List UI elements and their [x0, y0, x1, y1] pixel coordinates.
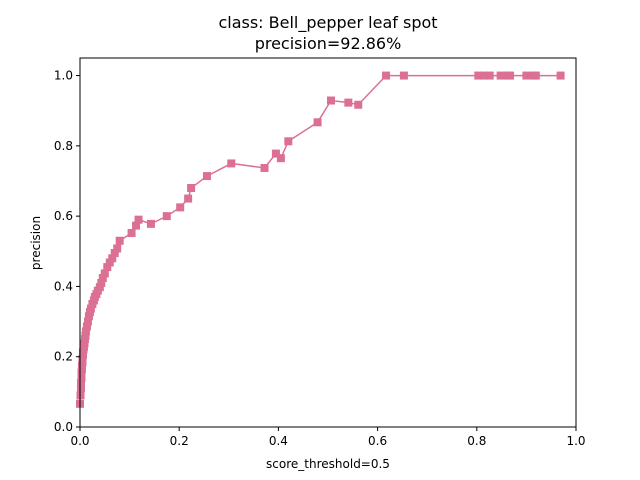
data-point-marker [522, 71, 531, 80]
data-point-marker [146, 219, 155, 228]
data-point-marker [326, 96, 335, 105]
x-tick-label: 0.8 [467, 434, 486, 448]
data-point-marker [496, 71, 505, 80]
axes-frame [79, 57, 577, 428]
data-point-marker [113, 244, 122, 253]
y-axis-label: precision [29, 216, 43, 270]
data-point-marker [76, 384, 85, 393]
data-point-marker [76, 379, 85, 388]
x-axis-label: score_threshold=0.5 [266, 457, 390, 471]
data-point-marker [382, 71, 391, 80]
data-point-marker [176, 203, 185, 212]
x-tick-label: 1.0 [566, 434, 585, 448]
data-point-marker [127, 229, 136, 238]
y-axis-ticks: 0.0 0.2 0.4 0.6 0.8 1.0 [54, 69, 80, 434]
chart-title-line-1: class: Bell_pepper leaf spot [218, 13, 437, 33]
y-tick-label: 0.6 [54, 209, 73, 223]
data-point-marker [77, 373, 86, 382]
data-point-marker [485, 71, 494, 80]
data-point-marker [81, 327, 90, 336]
y-tick-label: 1.0 [54, 69, 73, 83]
y-tick-label: 0.8 [54, 139, 73, 153]
data-point-marker [480, 71, 489, 80]
y-tick-label: 0.0 [54, 420, 73, 434]
data-point-marker [271, 149, 280, 158]
chart-title-line-2: precision=92.86% [255, 34, 402, 53]
data-point-marker [110, 249, 119, 258]
data-point-marker [95, 283, 104, 292]
data-point-marker [354, 100, 363, 109]
x-tick-label: 0.2 [170, 434, 189, 448]
data-point-marker [81, 331, 90, 340]
data-point-marker [184, 194, 193, 203]
data-point-marker [506, 71, 515, 80]
data-point-marker [105, 258, 114, 267]
data-point-marker [80, 339, 89, 348]
x-tick-label: 0.6 [368, 434, 387, 448]
y-tick-label: 0.4 [54, 279, 73, 293]
data-point-marker [531, 71, 540, 80]
data-point-marker [556, 71, 565, 80]
data-point-marker [82, 322, 91, 331]
data-point-marker [227, 159, 236, 168]
data-point-marker [399, 71, 408, 80]
data-point-marker [202, 172, 211, 181]
x-tick-label: 0.4 [269, 434, 288, 448]
data-point-marker [260, 164, 269, 172]
data-point-marker [98, 273, 107, 282]
y-tick-label: 0.2 [54, 350, 73, 364]
data-point-marker [474, 71, 483, 80]
data-point-marker [108, 254, 117, 263]
x-tick-label: 0.0 [70, 434, 89, 448]
data-point-marker [162, 212, 171, 221]
plot-area [76, 71, 565, 408]
data-point-marker [132, 221, 141, 230]
data-point-marker [115, 236, 124, 245]
data-point-marker [344, 98, 353, 107]
data-point-marker [86, 304, 95, 313]
data-point-marker [103, 263, 112, 272]
data-point-marker [84, 312, 93, 321]
data-point-marker [83, 317, 92, 326]
data-point-marker [276, 154, 285, 163]
data-point-marker [284, 137, 293, 146]
data-point-marker [100, 269, 109, 278]
x-axis-ticks: 0.0 0.2 0.4 0.6 0.8 1.0 [70, 427, 586, 448]
data-point-marker [187, 184, 196, 193]
data-point-marker [313, 118, 322, 127]
data-point-marker [97, 278, 106, 287]
data-point-marker [134, 215, 143, 224]
